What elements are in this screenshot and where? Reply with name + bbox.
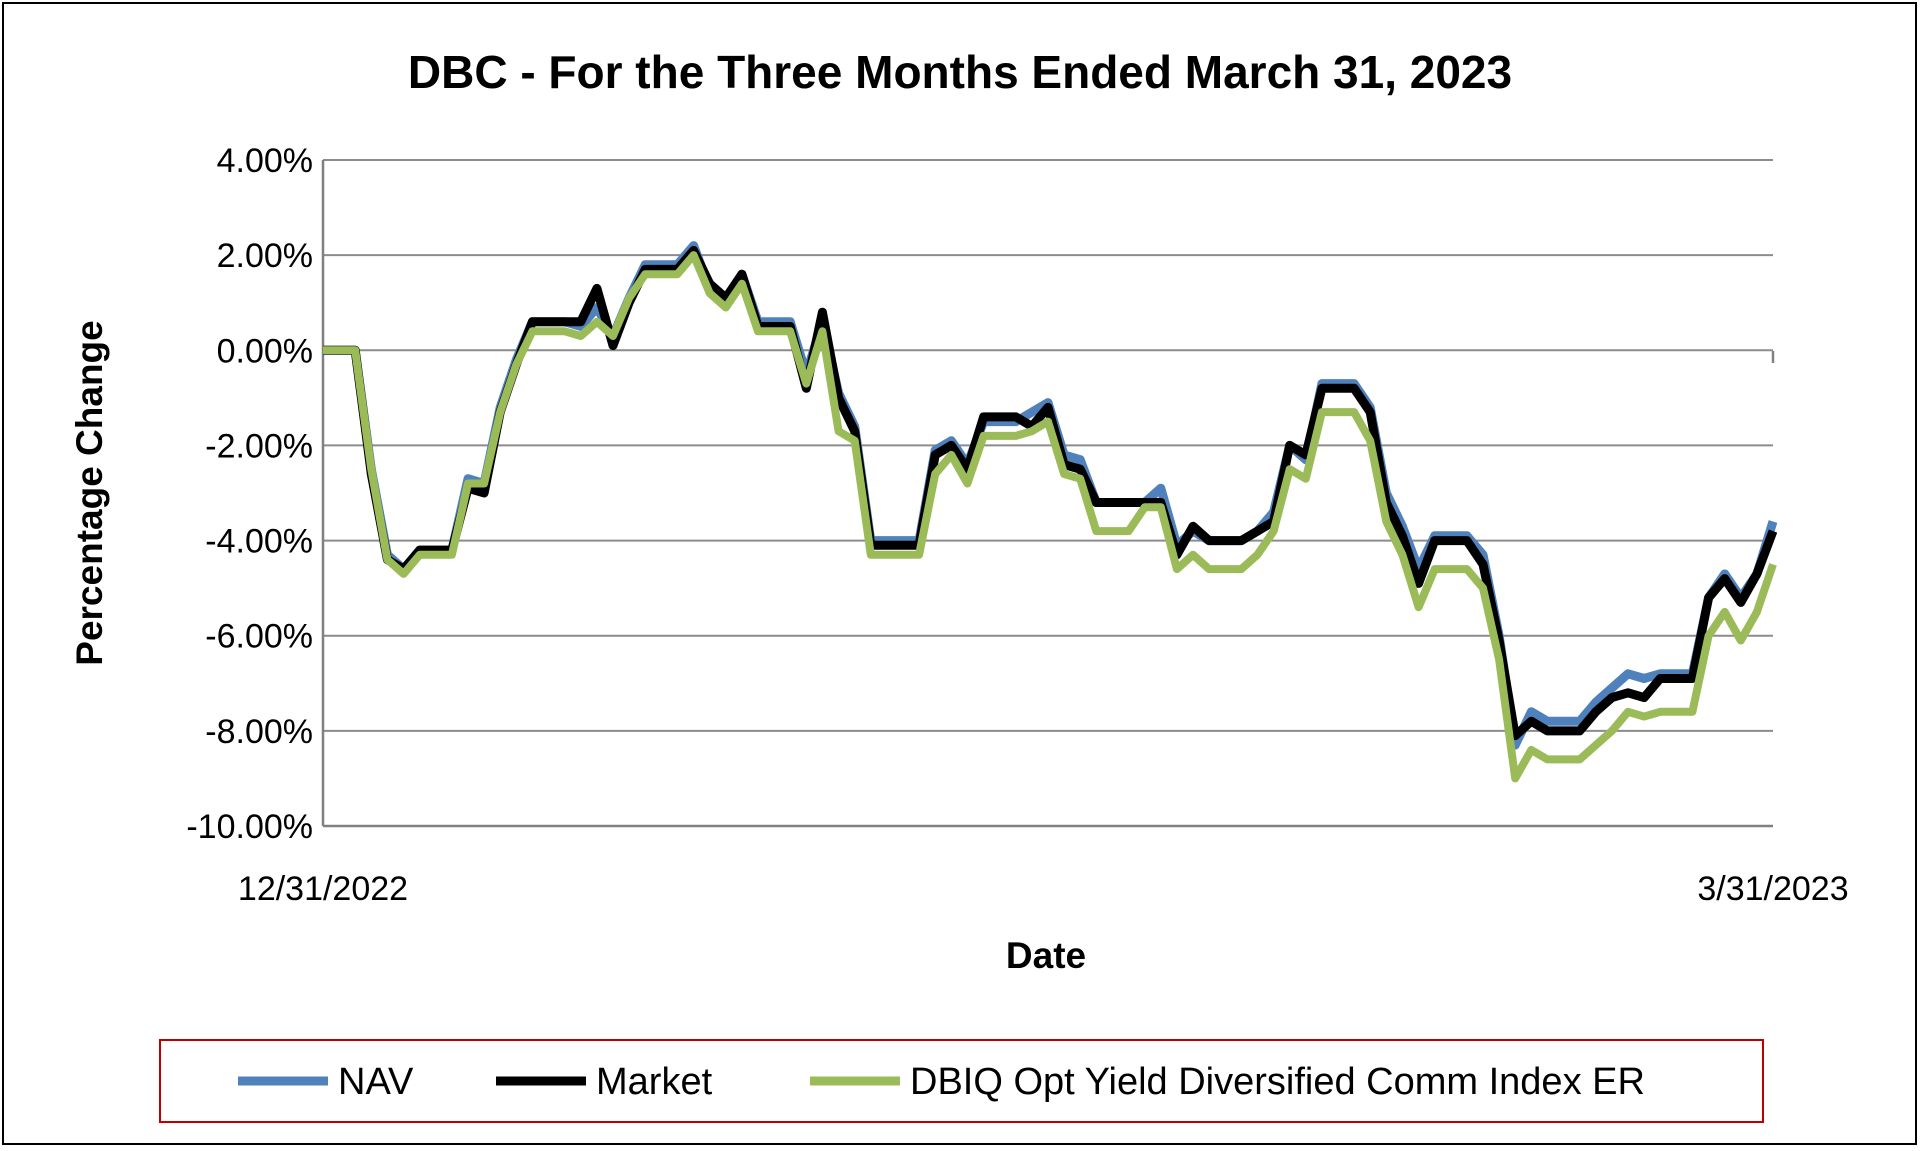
y-tick-label: -2.00% bbox=[205, 427, 313, 465]
chart-title: DBC - For the Three Months Ended March 3… bbox=[408, 46, 1512, 98]
legend-label-market: Market bbox=[596, 1061, 713, 1103]
x-tick-label-start: 12/31/2022 bbox=[238, 870, 408, 908]
x-axis-title: Date bbox=[1006, 935, 1086, 976]
y-axis-title: Percentage Change bbox=[69, 320, 110, 665]
legend-label-index: DBIQ Opt Yield Diversified Comm Index ER bbox=[910, 1061, 1645, 1103]
axes bbox=[321, 160, 1775, 828]
y-tick-label: -4.00% bbox=[205, 523, 313, 561]
gridlines bbox=[323, 159, 1773, 732]
y-tick-label: -10.00% bbox=[186, 808, 313, 846]
y-tick-label: -8.00% bbox=[205, 713, 313, 751]
y-tick-label: 4.00% bbox=[217, 142, 313, 180]
series-lines bbox=[323, 241, 1778, 783]
y-tick-label: 0.00% bbox=[217, 332, 313, 370]
legend-label-nav: NAV bbox=[338, 1061, 414, 1103]
y-tick-label: 2.00% bbox=[217, 237, 313, 275]
y-tick-label: -6.00% bbox=[205, 618, 313, 656]
x-tick-label-end: 3/31/2023 bbox=[1697, 870, 1848, 908]
legend-box bbox=[159, 1039, 1764, 1123]
series-line-market bbox=[323, 245, 1778, 741]
legend: NAV Market DBIQ Opt Yield Diversified Co… bbox=[159, 1039, 1764, 1123]
series-line-index bbox=[323, 251, 1777, 783]
y-tick-labels: 4.00% 2.00% 0.00% -2.00% -4.00% -6.00% -8.00% -… bbox=[186, 142, 313, 846]
